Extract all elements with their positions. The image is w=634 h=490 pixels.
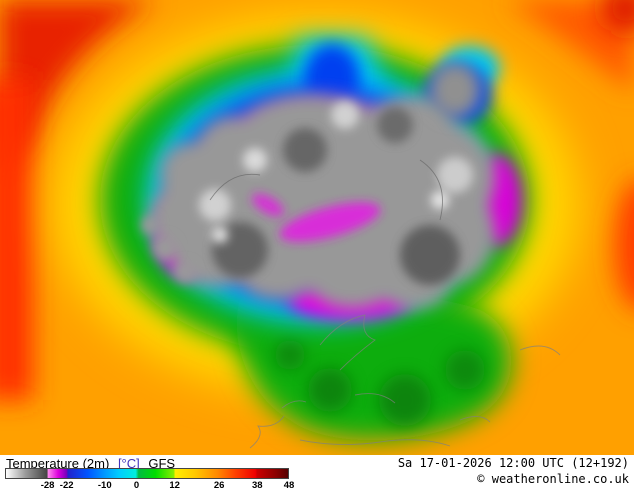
colorbar-tick-label: 48: [283, 480, 295, 490]
legend-title: Temperature (2m) [°C] GFS: [6, 456, 180, 471]
unit-label: [°C]: [117, 456, 140, 471]
legend-bar: Temperature (2m) [°C] GFS Sa 17-01-2026 …: [0, 455, 634, 490]
forecast-datetime: Sa 17-01-2026 12:00 UTC (12+192): [397, 456, 629, 470]
colorbar-tick-label: -22: [59, 480, 74, 490]
colorbar-tick-label: 26: [213, 480, 225, 490]
colorbar-tick-label: 0: [133, 480, 140, 490]
arctic-gray-core: [141, 62, 496, 310]
model-label: GFS: [148, 456, 176, 471]
colorbar-tick-label: -28: [40, 480, 55, 490]
colorbar-ticks: -28 -22 -10 0 12 26 38 48: [5, 480, 295, 490]
coastlines: [209, 159, 561, 449]
temperature-map: [0, 0, 634, 455]
colorbar-tick-label: 38: [251, 480, 263, 490]
map-graphic: [0, 0, 634, 455]
copyright-notice: © weatheronline.co.uk: [477, 472, 629, 486]
colorbar-tick-label: 12: [169, 480, 180, 490]
hot-band: [0, 0, 634, 400]
colorbar-tick-label: -10: [97, 480, 112, 490]
parameter-label: Temperature (2m): [6, 456, 110, 471]
temperature-colorbar: [5, 468, 289, 479]
